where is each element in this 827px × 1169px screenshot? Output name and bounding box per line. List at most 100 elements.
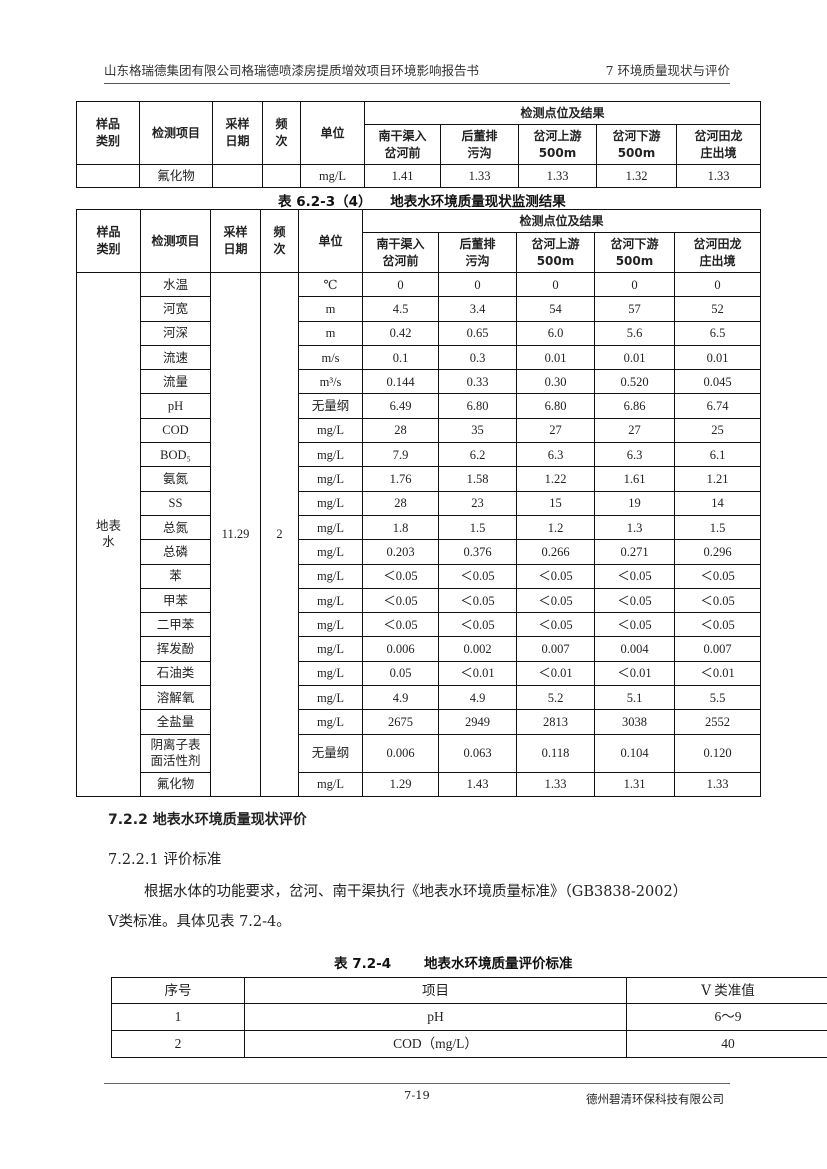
table-cell	[212, 164, 263, 188]
item-cell-text: 总氮	[162, 520, 188, 535]
item-cell-text: 河深	[162, 326, 188, 341]
value-cell: 0.376	[438, 539, 517, 565]
unit-cell: mg/L	[298, 685, 363, 711]
value-cell: 27	[594, 417, 675, 444]
header-site-text: 岔河上游500m	[533, 128, 582, 160]
value-cell-text: 28	[394, 496, 407, 511]
unit-cell-text: 无量纲	[311, 399, 350, 414]
value-cell-text: 6.3	[626, 447, 643, 462]
table-row: 总磷 mg/L 0.203 0.376 0.266 0.271 0.296	[77, 539, 762, 565]
unit-cell-text: mg/L	[316, 690, 345, 705]
header-site-text: 岔河田龙庄出境	[693, 236, 742, 268]
value-cell-text: 1.43	[466, 777, 489, 792]
table-previous-continuation: 样品类别 检测项目 采样日期 频次 单位 检测点位及结果 南干渠入岔河前 后董排污沟 岔河上游5…	[76, 101, 762, 188]
value-cell-text: ＜0.05	[383, 617, 418, 632]
value-cell: 1.33	[518, 164, 597, 188]
value-cell: 1.32	[596, 164, 677, 188]
value-cell-text: ＜0.05	[700, 593, 735, 608]
value-cell: 35	[438, 417, 517, 444]
header-item: 检测项目	[140, 209, 211, 273]
unit-cell-text: mg/L	[316, 496, 345, 511]
value-cell: 25	[673, 417, 762, 444]
value-cell: ＜0.01	[516, 660, 595, 687]
value-cell-text: 2949	[465, 714, 490, 729]
unit-cell-text: mg/L	[318, 169, 347, 183]
header-site: 后董排污沟	[438, 232, 517, 273]
item-cell: 总氮	[140, 514, 211, 541]
value-cell-text: 6.5	[709, 326, 726, 341]
table-row: 溶解氧 mg/L 4.9 4.9 5.2 5.1 5.5	[77, 685, 762, 711]
value-cell-text: 54	[549, 301, 562, 316]
value-cell-text: 1.5	[709, 520, 726, 535]
unit-cell-text: mg/L	[316, 777, 345, 792]
header-right: 7 环境质量现状与评价	[605, 63, 730, 78]
value-cell-text: 1.33	[468, 169, 491, 183]
header-site: 岔河下游500m	[596, 124, 677, 165]
table-caption-7-2-4: 表 7.2-4 地表水环境质量评价标准	[334, 956, 573, 972]
value-cell-text: 2675	[388, 714, 413, 729]
value-cell-text: 0.1	[392, 350, 409, 365]
table-cell: 40	[626, 1030, 827, 1058]
item-cell-text: 溶解氧	[156, 690, 195, 705]
item-cell-text: 氨氮	[162, 472, 188, 487]
unit-cell-text: mg/L	[316, 642, 345, 657]
value-cell: 0.42	[362, 320, 439, 346]
value-cell-text: 0.42	[389, 326, 412, 341]
value-cell-text: ＜0.05	[383, 593, 418, 608]
header-site: 岔河上游500m	[518, 124, 597, 165]
unit-cell: 无量纲	[298, 393, 363, 419]
header-row: 序号 项目 Ⅴ 类准值	[111, 977, 827, 1004]
value-cell: 6.3	[516, 442, 595, 468]
table-row: 地表水 水温 11.29 2 ℃ 0 0 0 0 0	[76, 271, 762, 797]
value-cell: 5.5	[673, 685, 762, 711]
value-cell-text: 0.045	[703, 374, 732, 389]
value-cell: ＜0.05	[362, 587, 439, 614]
value-cell-text: 0.006	[386, 746, 415, 761]
value-cell-text: 57	[628, 301, 641, 316]
table-row: 二甲苯 mg/L ＜0.05 ＜0.05 ＜0.05 ＜0.05 ＜0.05	[77, 612, 762, 638]
header-site-text: 岔河上游500m	[531, 236, 580, 268]
item-cell-text: 阴离子表面活性剂	[150, 738, 201, 769]
header-left: 山东格瑞德集团有限公司格瑞德喷漆房提质增效项目环境影响报告书	[104, 63, 480, 78]
value-cell-text: ＜0.05	[538, 593, 573, 608]
header-unit: 单位	[298, 209, 363, 273]
unit-cell: mg/L	[298, 563, 363, 589]
value-cell: 0.1	[362, 344, 439, 371]
unit-cell-text: m³/s	[319, 374, 342, 389]
header-sample-type-text: 样品类别	[95, 117, 120, 148]
table-row: 挥发酚 mg/L 0.006 0.002 0.007 0.004 0.007	[77, 636, 762, 662]
value-cell: ＜0.05	[438, 612, 517, 638]
value-cell-text: 6.2	[469, 447, 486, 462]
value-cell-text: 6.74	[706, 399, 729, 414]
value-cell-text: 0.296	[703, 544, 732, 559]
value-cell: 6.49	[362, 393, 439, 419]
unit-cell-text: mg/L	[316, 714, 345, 729]
value-cell-text: 1.29	[389, 777, 412, 792]
table-cell: 2	[111, 1030, 245, 1058]
unit-cell-text: mg/L	[316, 423, 345, 438]
value-cell-text: ＜0.05	[460, 617, 495, 632]
table-cell: 1	[111, 1003, 245, 1031]
value-cell-text: 23	[471, 496, 484, 511]
value-cell: 0.104	[594, 733, 675, 773]
unit-cell-text: mg/L	[316, 666, 345, 681]
value-cell: 0.007	[516, 636, 595, 662]
value-cell-text: 1.33	[546, 169, 569, 183]
value-cell-text: 0	[474, 277, 481, 292]
freq-cell-text: 2	[276, 527, 283, 542]
value-cell: 0.296	[673, 539, 762, 565]
value-cell-text: 0.33	[466, 374, 489, 389]
header-date-text: 采样日期	[225, 117, 250, 148]
value-cell-text: 15	[549, 496, 562, 511]
unit-cell-text: 无量纲	[311, 746, 350, 761]
value-cell: 7.9	[362, 442, 439, 468]
header-results: 检测点位及结果	[361, 209, 762, 233]
header-site-text: 后董排污沟	[461, 128, 498, 160]
value-cell-text: 2552	[705, 714, 730, 729]
value-cell: 0.33	[438, 369, 517, 395]
item-cell-text: SS	[168, 496, 183, 511]
item-cell: SS	[140, 490, 211, 516]
header-unit-text: 单位	[320, 125, 345, 140]
table-cell-text: pH	[427, 1009, 444, 1024]
table-cell: COD（mg/L）	[244, 1030, 627, 1058]
